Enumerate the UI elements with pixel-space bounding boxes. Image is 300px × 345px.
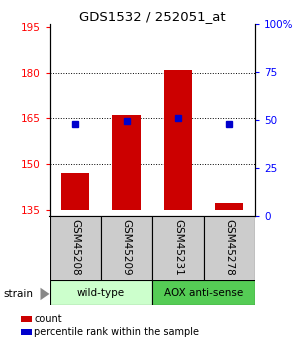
Text: percentile rank within the sample: percentile rank within the sample (34, 327, 200, 337)
Bar (152, 216, 204, 281)
Bar (112, 115, 141, 209)
Text: GSM45278: GSM45278 (224, 219, 234, 275)
Text: strain: strain (3, 289, 33, 299)
Text: count: count (34, 314, 62, 324)
Text: wild-type: wild-type (77, 288, 125, 298)
Bar (50, 216, 101, 281)
Text: GSM45231: GSM45231 (173, 219, 183, 275)
Text: GSM45209: GSM45209 (122, 219, 132, 275)
Bar (215, 204, 243, 209)
Bar (101, 216, 152, 281)
Bar (50, 280, 152, 305)
Bar (152, 280, 255, 305)
Text: GSM45208: GSM45208 (70, 219, 80, 275)
Bar (164, 70, 192, 209)
Text: AOX anti-sense: AOX anti-sense (164, 288, 243, 298)
Title: GDS1532 / 252051_at: GDS1532 / 252051_at (79, 10, 226, 23)
Bar (204, 216, 255, 281)
Bar (61, 173, 89, 209)
